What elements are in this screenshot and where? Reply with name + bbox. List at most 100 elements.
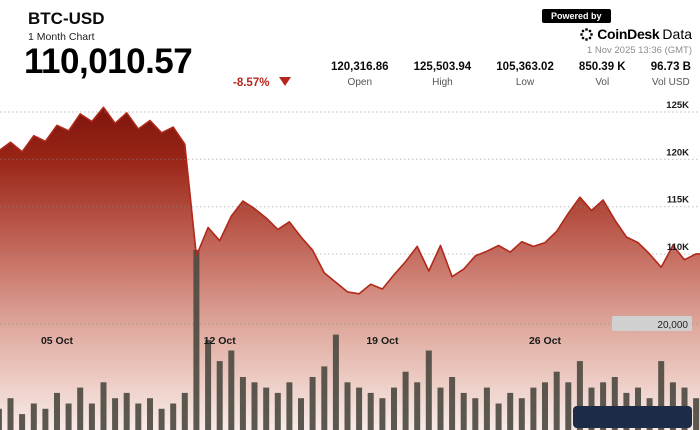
volume-bar (367, 392, 374, 430)
stat-high-label: High (432, 77, 453, 88)
x-axis-tick-label: 05 Oct (41, 335, 74, 347)
volume-bar (112, 398, 119, 430)
stat-high-value: 125,503.94 (413, 61, 472, 73)
volume-bar (216, 361, 223, 430)
x-axis-tick-label: 12 Oct (204, 335, 237, 347)
volume-bar (239, 377, 246, 430)
stat-vol-usd: 96.73 B Vol USD (651, 61, 691, 88)
volume-bar (553, 371, 560, 430)
volume-bar (88, 403, 95, 430)
volume-bar (286, 382, 293, 430)
volume-bar (100, 382, 107, 430)
y-axis-tick-label: 120K (666, 147, 689, 158)
volume-bar (123, 392, 130, 430)
x-axis-tick-label: 26 Oct (529, 335, 562, 347)
volume-bar (356, 387, 363, 430)
volume-bar (193, 249, 200, 430)
attribution-block: Powered by CoinDesk Data 1 Nov 2025 13:3… (542, 6, 692, 56)
volume-bar (518, 398, 525, 430)
brand-name-coindesk: CoinDesk (597, 26, 660, 42)
volume-bar (0, 408, 2, 430)
volume-bar (611, 377, 618, 430)
x-axis-labels: 05 Oct 12 Oct 19 Oct 26 Oct (41, 335, 562, 347)
stat-open-label: Open (347, 77, 373, 88)
stat-open-value: 120,316.86 (331, 61, 389, 73)
volume-bar (228, 350, 235, 430)
current-price: 110,010.57 (24, 42, 193, 81)
volume-bar (263, 387, 270, 430)
volume-bar (332, 334, 339, 430)
y-axis-tick-label: 125K (666, 100, 689, 111)
volume-bar (460, 392, 467, 430)
volume-bars (0, 249, 700, 430)
volume-bar (483, 387, 490, 430)
volume-bar (19, 414, 26, 430)
volume-bar (414, 382, 421, 430)
volume-bar (77, 387, 84, 430)
stat-vol-usd-value: 96.73 B (650, 61, 691, 73)
chart-range-subtitle: 1 Month Chart (28, 31, 95, 43)
price-change-percent: -8.57% (233, 77, 270, 89)
volume-bar (274, 392, 281, 430)
volume-bar (507, 392, 514, 430)
volume-bar (542, 382, 548, 430)
volume-bar (205, 339, 212, 430)
stat-vol: 850.39 K Vol (579, 61, 626, 88)
volume-bar (391, 387, 397, 430)
coindesk-logo-icon (580, 27, 593, 41)
stat-low-label: Low (515, 77, 535, 88)
volume-bar (565, 382, 572, 430)
y-axis-tick-label: 115K (667, 195, 689, 206)
grid-lines (0, 111, 700, 325)
volume-bar (54, 392, 60, 430)
volume-bar (251, 382, 258, 430)
volume-bar (425, 350, 432, 430)
x-axis-tick-label: 19 Oct (366, 335, 399, 347)
stat-low-value: 105,363.02 (496, 61, 554, 73)
volume-bar (147, 398, 153, 430)
bottom-right-dark-panel (573, 406, 692, 428)
down-arrow-icon (279, 77, 291, 86)
stat-vol-label: Vol (595, 77, 610, 88)
brand-name-data: Data (662, 26, 692, 42)
stats-row: 120,316.86 Open 125,503.94 High 105,363.… (331, 61, 691, 88)
volume-bar (65, 403, 72, 430)
volume-bar (576, 361, 583, 430)
volume-bar (693, 398, 700, 430)
stat-low: 105,363.02 Low (496, 61, 554, 88)
volume-axis-label-bg (612, 316, 692, 331)
powered-by-badge: Powered by (542, 9, 611, 23)
volume-bar (495, 403, 502, 430)
price-area-fill (0, 107, 700, 430)
volume-bar (344, 382, 351, 430)
volume-bar (170, 403, 177, 430)
volume-bar (472, 398, 479, 430)
volume-bar (30, 403, 37, 430)
stat-vol-value: 850.39 K (578, 61, 626, 73)
volume-bar (658, 361, 665, 430)
volume-bar (181, 392, 188, 430)
symbol-title: BTC-USD (28, 9, 105, 28)
volume-bar (379, 398, 386, 430)
y-axis-labels: 125K 120K 115K 110K (666, 100, 689, 253)
volume-bar (42, 408, 49, 430)
volume-bar (309, 377, 316, 430)
stat-open: 120,316.86 Open (331, 61, 389, 88)
stat-high: 125,503.94 High (414, 61, 472, 88)
volume-axis-label: 20,000 (657, 320, 688, 331)
price-line (0, 106, 700, 295)
volume-bar (530, 387, 537, 430)
volume-bar (7, 398, 14, 430)
volume-bar (449, 377, 456, 430)
volume-bar (321, 366, 328, 430)
volume-bar (437, 387, 444, 430)
y-axis-tick-label: 110K (667, 242, 689, 253)
coindesk-data-logo[interactable]: CoinDesk Data (542, 26, 692, 42)
volume-bar (402, 371, 409, 430)
volume-bar (135, 403, 142, 430)
volume-bar (158, 408, 165, 430)
stat-vol-usd-label: Vol USD (651, 77, 690, 88)
volume-bar (298, 398, 304, 430)
